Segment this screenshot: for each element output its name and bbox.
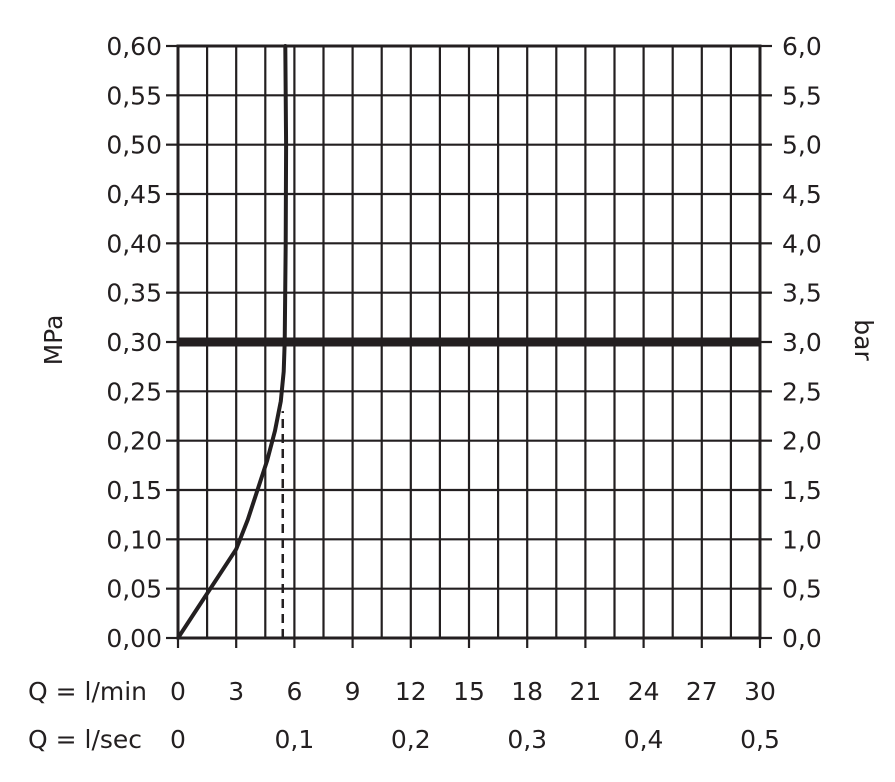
x-axis-rows: 0 3 6 9 12 15 18 21 24 27 30 0 0,1 0,2 0,3 0,4 0,5 bbox=[170, 638, 780, 754]
left-y-tick-label: 0,20 bbox=[106, 427, 162, 456]
left-y-tick-label: 0,45 bbox=[106, 180, 162, 209]
x-row2-title: Q = l/sec bbox=[28, 725, 142, 754]
x-tick-label-lmin: 0 bbox=[170, 677, 186, 706]
x-tick-label-lmin: 24 bbox=[628, 677, 660, 706]
right-axis-title: bar bbox=[849, 319, 878, 361]
left-y-tick-label: 0,05 bbox=[106, 575, 162, 604]
x-tick-label-lsec: 0,2 bbox=[391, 725, 431, 754]
right-y-tick-label: 0,5 bbox=[782, 575, 822, 604]
left-axis-title: MPa bbox=[39, 315, 68, 366]
x-tick-label-lmin: 15 bbox=[453, 677, 485, 706]
right-y-tick-label: 2,5 bbox=[782, 377, 822, 406]
right-y-tick-label: 5,0 bbox=[782, 131, 822, 160]
left-y-tick-label: 0,35 bbox=[106, 279, 162, 308]
x-tick-label-lmin: 30 bbox=[744, 677, 776, 706]
right-y-tick-label: 3,5 bbox=[782, 279, 822, 308]
x-tick-label-lsec: 0,3 bbox=[507, 725, 547, 754]
right-y-tick-label: 0,0 bbox=[782, 624, 822, 653]
left-y-tick-label: 0,50 bbox=[106, 131, 162, 160]
x-tick-label-lsec: 0,4 bbox=[624, 725, 664, 754]
left-y-tick-label: 0,25 bbox=[106, 377, 162, 406]
right-y-tick-label: 3,0 bbox=[782, 328, 822, 357]
x-tick-label-lsec: 0,5 bbox=[740, 725, 780, 754]
left-y-axis: 0,00 0,05 0,10 0,15 0,20 0,25 0,30 0,35 0,40 0,45… bbox=[106, 32, 178, 653]
right-y-tick-label: 6,0 bbox=[782, 32, 822, 61]
x-tick-label-lmin: 27 bbox=[686, 677, 718, 706]
right-y-tick-label: 4,0 bbox=[782, 229, 822, 258]
right-y-tick-label: 1,5 bbox=[782, 476, 822, 505]
right-y-axis: 0,0 0,5 1,0 1,5 2,0 2,5 3,0 3,5 4,0 4,5 5,0 5,5 6,0 bbox=[760, 32, 822, 653]
right-y-tick-label: 5,5 bbox=[782, 81, 822, 110]
left-y-tick-label: 0,60 bbox=[106, 32, 162, 61]
x-tick-label-lmin: 6 bbox=[286, 677, 302, 706]
left-y-tick-label: 0,30 bbox=[106, 328, 162, 357]
x-tick-label-lmin: 12 bbox=[395, 677, 427, 706]
x-tick-label-lmin: 18 bbox=[511, 677, 543, 706]
left-y-tick-label: 0,00 bbox=[106, 624, 162, 653]
series-curve bbox=[176, 44, 289, 640]
left-y-tick-label: 0,40 bbox=[106, 229, 162, 258]
x-row1-title: Q = l/min bbox=[28, 677, 147, 706]
left-y-tick-label: 0,55 bbox=[106, 81, 162, 110]
x-tick-label-lsec: 0,1 bbox=[275, 725, 315, 754]
x-tick-label-lsec: 0 bbox=[170, 725, 186, 754]
right-y-tick-label: 2,0 bbox=[782, 427, 822, 456]
left-y-tick-label: 0,15 bbox=[106, 476, 162, 505]
x-tick-label-lmin: 9 bbox=[345, 677, 361, 706]
series-layer bbox=[176, 44, 289, 640]
right-y-tick-label: 1,0 bbox=[782, 525, 822, 554]
x-tick-label-lmin: 3 bbox=[228, 677, 244, 706]
x-tick-label-lmin: 21 bbox=[569, 677, 601, 706]
right-y-tick-label: 4,5 bbox=[782, 180, 822, 209]
left-y-tick-label: 0,10 bbox=[106, 525, 162, 554]
